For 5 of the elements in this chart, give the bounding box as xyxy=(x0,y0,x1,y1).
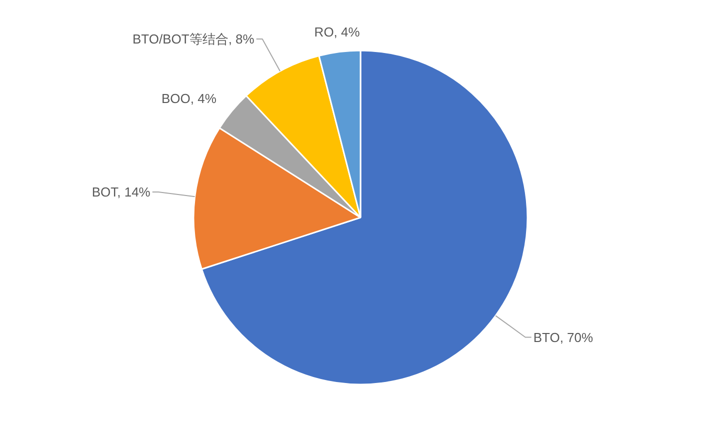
slice-label: BOT, 14% xyxy=(92,184,151,200)
slice-label: BTO/BOT等结合, 8% xyxy=(132,31,255,46)
slice-label: BTO, 70% xyxy=(533,330,594,345)
slice-label: BOO, 4% xyxy=(161,90,217,106)
slice-label: RO, 4% xyxy=(314,24,360,40)
